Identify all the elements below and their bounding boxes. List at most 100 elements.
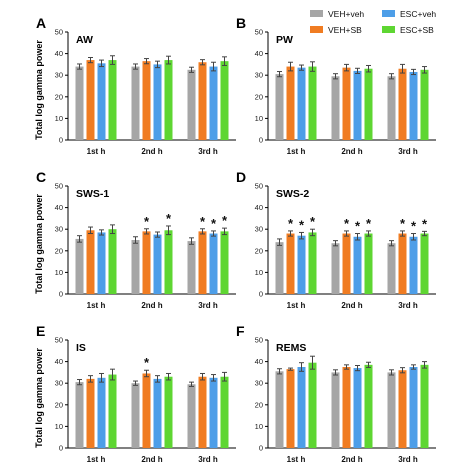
x-tick-label: 3rd h — [398, 301, 418, 310]
bar — [342, 233, 351, 294]
y-tick-label: 40 — [55, 203, 63, 212]
bar — [331, 243, 340, 294]
legend: VEH+veh ESC+veh VEH+SB ESC+SB — [310, 9, 436, 35]
bar — [198, 62, 207, 140]
x-tick-label: 2nd h — [141, 147, 162, 156]
bar — [187, 69, 196, 140]
bar — [364, 364, 373, 448]
bar — [398, 370, 407, 448]
bar — [187, 384, 196, 448]
x-tick-label: 3rd h — [398, 455, 418, 464]
y-tick-label: 20 — [55, 246, 63, 255]
bar — [187, 241, 196, 294]
panel-letter: D — [236, 169, 246, 185]
x-tick-label: 1st h — [87, 455, 106, 464]
bar — [387, 243, 396, 294]
y-tick-label: 20 — [55, 92, 63, 101]
y-tick-label: 0 — [259, 444, 263, 453]
panel-title: SWS-1 — [76, 188, 109, 200]
panel-letter: A — [36, 15, 46, 31]
y-axis-label: Total log gamma power — [34, 194, 44, 294]
bar — [75, 382, 84, 448]
x-tick-label: 1st h — [87, 301, 106, 310]
x-tick-label: 3rd h — [198, 455, 218, 464]
bar — [131, 383, 140, 448]
panel-letter: C — [36, 169, 46, 185]
bar — [308, 232, 317, 294]
y-tick-label: 50 — [55, 182, 63, 191]
bar — [409, 71, 418, 140]
bar — [364, 233, 373, 294]
y-tick-label: 30 — [255, 379, 263, 388]
significance-star: * — [144, 355, 150, 370]
x-tick-label: 2nd h — [341, 455, 362, 464]
y-tick-label: 50 — [255, 182, 263, 191]
legend-swatch — [382, 10, 395, 17]
bar — [108, 60, 117, 140]
panel-F: F REMS 0 10 20 30 40 50 1st h 2nd h 3rd h — [236, 323, 436, 464]
bar — [198, 231, 207, 294]
bar — [275, 74, 284, 140]
x-tick-label: 1st h — [287, 455, 306, 464]
legend-label: ESC+SB — [400, 25, 434, 35]
bar — [108, 374, 117, 448]
bar — [220, 231, 229, 294]
bar — [331, 76, 340, 140]
bar — [420, 233, 429, 294]
bar — [275, 242, 284, 294]
chart-panels: A AW 0 10 20 30 40 50 1st h 2nd h 3rd h Total log g… — [34, 15, 436, 464]
y-tick-label: 10 — [255, 114, 263, 123]
significance-star: * — [366, 216, 372, 231]
bar — [308, 362, 317, 448]
legend-swatch — [382, 26, 395, 33]
y-tick-label: 50 — [55, 28, 63, 37]
significance-star: * — [344, 216, 350, 231]
panel-title: SWS-2 — [276, 188, 309, 200]
bar — [97, 232, 106, 294]
bar — [398, 233, 407, 294]
y-tick-label: 30 — [255, 225, 263, 234]
legend-label: VEH+SB — [328, 25, 362, 35]
y-tick-label: 30 — [55, 71, 63, 80]
bar — [220, 61, 229, 140]
panel-letter: B — [236, 15, 246, 31]
legend-swatch — [310, 26, 323, 33]
panel-D: D SWS-2 0 10 20 30 40 50 1st h 2nd h 3rd h * * * * * * * *… — [236, 169, 436, 310]
y-tick-label: 20 — [255, 400, 263, 409]
y-tick-label: 0 — [59, 444, 63, 453]
bar — [387, 76, 396, 140]
significance-star: * — [211, 216, 217, 231]
bar — [353, 368, 362, 448]
bar — [364, 68, 373, 140]
significance-star: * — [299, 217, 305, 232]
panel-A: A AW 0 10 20 30 40 50 1st h 2nd h 3rd h Total log g… — [34, 15, 236, 156]
y-tick-label: 10 — [55, 268, 63, 277]
bar — [342, 67, 351, 140]
bar — [142, 373, 151, 448]
bar — [420, 364, 429, 448]
bar — [75, 238, 84, 294]
bar — [209, 66, 218, 140]
significance-star: * — [355, 219, 361, 234]
y-tick-label: 10 — [55, 422, 63, 431]
bar — [153, 234, 162, 294]
x-tick-label: 2nd h — [341, 301, 362, 310]
bar — [297, 67, 306, 140]
bar — [209, 233, 218, 294]
bar — [164, 376, 173, 448]
significance-star: * — [411, 219, 417, 234]
bar — [342, 367, 351, 448]
bar — [75, 66, 84, 140]
bar — [142, 61, 151, 140]
bar — [108, 229, 117, 294]
significance-star: * — [144, 214, 150, 229]
y-axis-label: Total log gamma power — [34, 348, 44, 448]
bar — [409, 367, 418, 448]
bar — [198, 376, 207, 448]
legend-swatch — [310, 10, 323, 17]
y-tick-label: 30 — [55, 225, 63, 234]
bar — [164, 60, 173, 140]
significance-star: * — [310, 214, 316, 229]
x-tick-label: 3rd h — [398, 147, 418, 156]
